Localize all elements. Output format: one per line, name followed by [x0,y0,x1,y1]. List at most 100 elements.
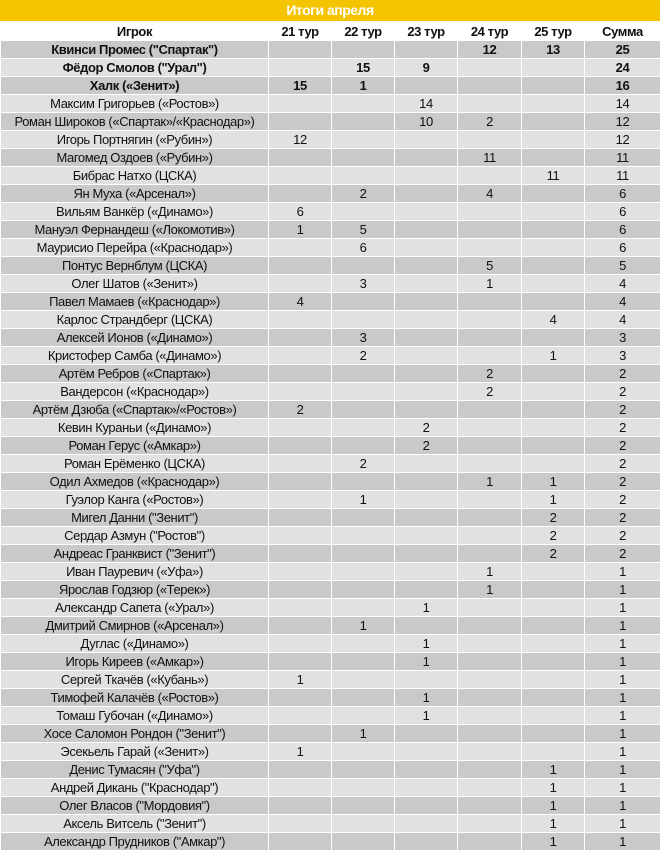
table-row: Гуэлор Канга («Ростов») 1 1 2 [0,490,660,509]
round-21-cell [268,508,332,527]
round-25-cell [521,220,585,239]
table-row: Аксель Витсель ("Зенит") 1 1 [0,814,660,833]
round-24-cell [457,688,522,707]
round-21-cell [268,436,332,455]
round-23-cell: 1 [394,598,458,617]
total-cell: 1 [584,814,660,833]
round-22-cell: 15 [331,58,395,77]
round-25-cell: 1 [521,490,585,509]
round-24-cell [457,760,522,779]
round-25-cell: 1 [521,832,585,851]
round-24-cell [457,220,522,239]
table-row: Вандерсон («Краснодар») 2 2 [0,382,660,401]
round-22-cell: 3 [331,328,395,347]
round-21-cell: 1 [268,670,332,689]
round-23-cell [394,472,458,491]
player-name: Аксель Витсель ("Зенит") [0,814,269,833]
round-21-cell [268,346,332,365]
round-21-cell: 15 [268,76,332,95]
total-cell: 2 [584,436,660,455]
player-name: Олег Шатов («Зенит») [0,274,269,293]
round-22-cell [331,742,395,761]
round-21-cell [268,184,332,203]
total-cell: 12 [584,130,660,149]
round-25-cell [521,76,585,95]
total-cell: 1 [584,706,660,725]
round-22-cell: 5 [331,220,395,239]
round-22-cell [331,256,395,275]
round-23-cell [394,526,458,545]
table-row: Маурисио Перейра («Краснодар») 6 6 [0,238,660,257]
round-24-cell: 4 [457,184,522,203]
round-24-cell [457,292,522,311]
round-24-cell: 11 [457,148,522,167]
round-24-cell: 2 [457,382,522,401]
round-25-cell [521,58,585,77]
table-row: Артём Дзюба («Спартак»/«Ростов») 2 2 [0,400,660,419]
round-22-cell: 2 [331,454,395,473]
round-23-cell [394,382,458,401]
round-23-cell: 1 [394,652,458,671]
total-cell: 1 [584,742,660,761]
round-23-cell: 1 [394,706,458,725]
round-21-cell [268,526,332,545]
player-name: Одил Ахмедов («Краснодар») [0,472,269,491]
round-24-cell [457,94,522,113]
total-cell: 2 [584,418,660,437]
round-23-cell [394,40,458,59]
round-22-cell [331,814,395,833]
round-24-cell [457,526,522,545]
player-name: Кевин Кураньи («Динамо») [0,418,269,437]
player-name: Ярослав Годзюр («Терек») [0,580,269,599]
player-name: Сергей Ткачёв («Кубань») [0,670,269,689]
player-name: Роман Герус («Амкар») [0,436,269,455]
round-22-cell [331,292,395,311]
table-row: Вильям Ванкёр («Динамо») 6 6 [0,202,660,221]
total-cell: 6 [584,202,660,221]
total-cell: 2 [584,508,660,527]
table-row: Олег Шатов («Зенит») 3 1 4 [0,274,660,293]
table-row: Денис Тумасян ("Уфа") 1 1 [0,760,660,779]
header-round-21: 21 тур [268,22,332,41]
player-name: Вильям Ванкёр («Динамо») [0,202,269,221]
round-25-cell [521,256,585,275]
total-cell: 1 [584,670,660,689]
player-name: Олег Власов ("Мордовия") [0,796,269,815]
player-name: Понтус Вернблум (ЦСКА) [0,256,269,275]
round-25-cell: 1 [521,778,585,797]
round-21-cell [268,616,332,635]
scorers-table: Игрок 21 тур 22 тур 23 тур 24 тур 25 тур… [0,22,660,851]
total-cell: 1 [584,616,660,635]
round-24-cell [457,58,522,77]
round-25-cell [521,670,585,689]
player-name: Маурисио Перейра («Краснодар») [0,238,269,257]
round-21-cell: 4 [268,292,332,311]
round-21-cell [268,706,332,725]
round-21-cell [268,634,332,653]
round-24-cell [457,616,522,635]
round-21-cell [268,256,332,275]
total-cell: 12 [584,112,660,131]
player-name: Роман Ерёменко (ЦСКА) [0,454,269,473]
table-row: Сердар Азмун ("Ростов") 2 2 [0,526,660,545]
round-21-cell [268,544,332,563]
player-name: Андреас Гранквист ("Зенит") [0,544,269,563]
round-25-cell [521,112,585,131]
round-25-cell: 13 [521,40,585,59]
round-21-cell [268,382,332,401]
total-cell: 1 [584,724,660,743]
round-24-cell [457,742,522,761]
table-row: Александр Прудников ("Амкар") 1 1 [0,832,660,851]
table-row: Кристофер Самба («Динамо») 2 1 3 [0,346,660,365]
round-23-cell [394,238,458,257]
round-21-cell [268,418,332,437]
player-name: Алексей Ионов («Динамо») [0,328,269,347]
round-21-cell [268,580,332,599]
round-22-cell [331,796,395,815]
round-25-cell [521,382,585,401]
player-name: Дуглас («Динамо») [0,634,269,653]
round-22-cell: 1 [331,490,395,509]
table-row: Дмитрий Смирнов («Арсенал») 1 1 [0,616,660,635]
round-22-cell [331,436,395,455]
round-24-cell [457,400,522,419]
